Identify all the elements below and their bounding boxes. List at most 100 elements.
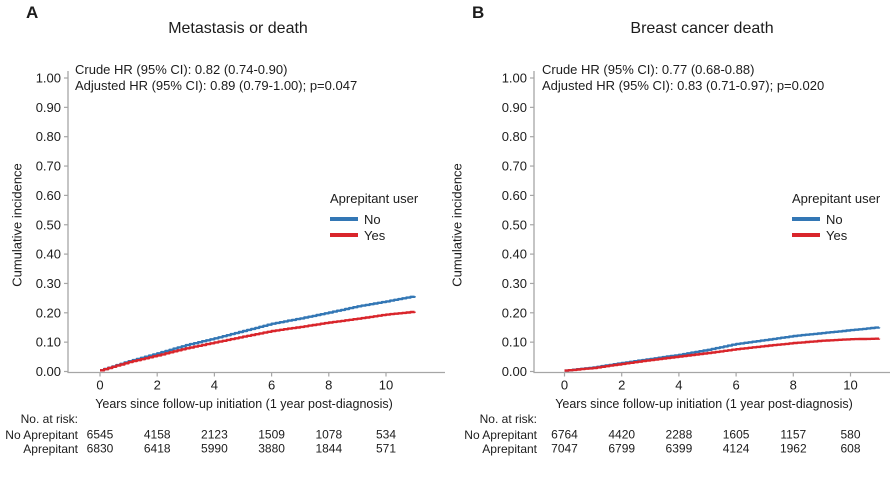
- x-tick-label: 0: [96, 378, 103, 393]
- hr-annotation-b: Crude HR (95% CI): 0.77 (0.68-0.88) Adju…: [542, 62, 824, 93]
- legend-title: Aprepitant user: [792, 191, 881, 206]
- risk-count: 4124: [723, 442, 750, 456]
- risk-count: 3880: [258, 442, 285, 456]
- y-tick-label: 0.00: [502, 364, 527, 379]
- y-tick-label: 0.50: [36, 217, 61, 232]
- axis-lines: [67, 71, 445, 374]
- risk-count: 1509: [258, 428, 285, 442]
- legend-entry-yes: Yes: [330, 227, 418, 243]
- panel-label-b: B: [472, 3, 485, 22]
- risk-count: 534: [376, 428, 396, 442]
- risk-table-header: No. at risk:: [479, 412, 537, 426]
- x-tick-label: 10: [843, 378, 857, 393]
- curve-aprepitant-yes: [100, 310, 416, 372]
- legend-title: Aprepitant user: [330, 191, 419, 206]
- chart-title-a: Metastasis or death: [168, 20, 308, 37]
- risk-count: 6545: [87, 428, 114, 442]
- legend-label-no: No: [826, 211, 843, 227]
- y-tick-label: 1.00: [502, 71, 527, 86]
- crude-hr-line: Crude HR (95% CI): 0.82 (0.74-0.90): [75, 62, 288, 77]
- risk-count: 5990: [201, 442, 228, 456]
- y-axis-label: Cumulative incidence: [449, 163, 465, 287]
- y-tick-label: 0.20: [502, 305, 527, 320]
- legend-entry-no: No: [792, 211, 880, 227]
- risk-count: 6399: [666, 442, 693, 456]
- risk-count: 1605: [723, 428, 750, 442]
- risk-count: 1844: [315, 442, 342, 456]
- chart-plot-b: 0.00 0.10 0.20 0.30 0.40 0.50 0.60 0.70 0.80 0.90…: [502, 71, 890, 456]
- risk-count: 1078: [315, 428, 342, 442]
- x-tick-label: 6: [732, 378, 739, 393]
- y-tick-label: 0.80: [36, 129, 61, 144]
- legend-entry-yes: Yes: [792, 227, 880, 243]
- risk-row-label-no-aprepitant: No Aprepitant: [464, 428, 537, 442]
- y-tick-label: 0.40: [502, 247, 527, 262]
- risk-count: 7047: [551, 442, 578, 456]
- y-tick-label: 0.50: [502, 217, 527, 232]
- legend-label-yes: Yes: [826, 227, 848, 243]
- risk-count: 580: [840, 428, 860, 442]
- hr-annotation-a: Crude HR (95% CI): 0.82 (0.74-0.90) Adju…: [75, 62, 357, 93]
- x-axis-label: Years since follow-up initiation (1 year…: [555, 397, 853, 411]
- chart-title-b: Breast cancer death: [630, 20, 774, 37]
- risk-count: 1962: [780, 442, 807, 456]
- risk-count: 6799: [608, 442, 635, 456]
- red-line-swatch-icon: [330, 233, 358, 237]
- risk-count: 6418: [144, 442, 171, 456]
- x-tick-label: 2: [154, 378, 161, 393]
- legend-label-no: No: [364, 211, 381, 227]
- y-tick-label: 0.10: [502, 335, 527, 350]
- x-tick-label: 2: [618, 378, 625, 393]
- x-tick-label: 4: [675, 378, 682, 393]
- axis-lines: [533, 71, 890, 374]
- curve-aprepitant-no: [564, 326, 881, 372]
- y-tick-label: 0.90: [502, 100, 527, 115]
- risk-row-label-aprepitant: Aprepitant: [482, 442, 537, 456]
- y-tick-label: 0.70: [36, 159, 61, 174]
- x-tick-label: 0: [561, 378, 568, 393]
- curve-aprepitant-yes: [564, 337, 881, 372]
- risk-count: 2123: [201, 428, 228, 442]
- y-tick-label: 0.90: [36, 100, 61, 115]
- chart-plot-a: 0.00 0.10 0.20 0.30 0.40 0.50 0.60 0.70 0.80 0.90…: [36, 71, 445, 456]
- risk-count: 6764: [551, 428, 578, 442]
- panel-b: 0.00 0.10 0.20 0.30 0.40 0.50 0.60 0.70 0.80 0.90…: [446, 0, 891, 479]
- risk-count: 2288: [666, 428, 693, 442]
- crude-hr-line: Crude HR (95% CI): 0.77 (0.68-0.88): [542, 62, 755, 77]
- risk-count: 6830: [87, 442, 114, 456]
- y-tick-label: 0.40: [36, 247, 61, 262]
- blue-line-swatch-icon: [792, 217, 820, 221]
- y-tick-label: 0.00: [36, 364, 61, 379]
- risk-count: 1157: [780, 428, 806, 442]
- risk-table-header: No. at risk:: [20, 412, 78, 426]
- legend-b: Aprepitant user No Yes: [792, 191, 880, 243]
- x-tick-label: 4: [211, 378, 218, 393]
- x-tick-label: 8: [790, 378, 797, 393]
- risk-count: 4420: [608, 428, 635, 442]
- blue-line-swatch-icon: [330, 217, 358, 221]
- legend-a: Aprepitant user No Yes: [330, 191, 418, 243]
- risk-row-label-no-aprepitant: No Aprepitant: [5, 428, 78, 442]
- y-tick-label: 0.60: [36, 188, 61, 203]
- risk-count: 571: [376, 442, 396, 456]
- y-tick-label: 0.30: [502, 276, 527, 291]
- adjusted-hr-line: Adjusted HR (95% CI): 0.89 (0.79-1.00); …: [75, 77, 358, 93]
- x-tick-label: 6: [268, 378, 275, 393]
- adjusted-hr-line: Adjusted HR (95% CI): 0.83 (0.71-0.97); …: [542, 77, 825, 93]
- y-tick-label: 0.30: [36, 276, 61, 291]
- x-tick-label: 10: [379, 378, 393, 393]
- risk-row-label-aprepitant: Aprepitant: [23, 442, 78, 456]
- risk-count: 608: [840, 442, 860, 456]
- y-tick-label: 1.00: [36, 71, 61, 86]
- risk-count: 4158: [144, 428, 171, 442]
- legend-entry-no: No: [330, 211, 418, 227]
- legend-label-yes: Yes: [364, 227, 386, 243]
- curve-aprepitant-no: [100, 295, 416, 372]
- red-line-swatch-icon: [792, 233, 820, 237]
- x-axis-label: Years since follow-up initiation (1 year…: [95, 397, 393, 411]
- x-tick-label: 8: [325, 378, 332, 393]
- y-tick-label: 0.60: [502, 188, 527, 203]
- y-tick-label: 0.10: [36, 335, 61, 350]
- panel-a: 0.00 0.10 0.20 0.30 0.40 0.50 0.60 0.70 0.80 0.90…: [5, 3, 445, 456]
